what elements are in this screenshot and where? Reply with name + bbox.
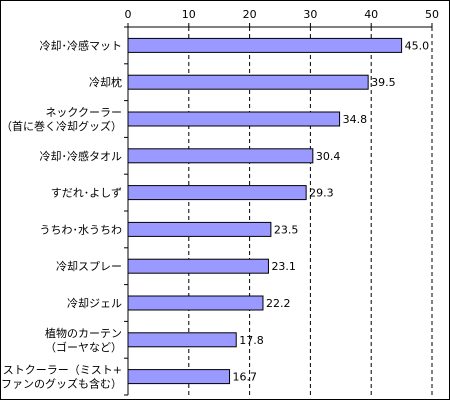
category-label-3: 冷却･冷感タオル xyxy=(40,150,123,163)
value-label-8: 17.8 xyxy=(239,334,264,347)
x-tick-label-50: 50 xyxy=(425,8,439,21)
category-label-7: 冷却ジェル xyxy=(67,297,122,310)
category-label-1: 冷却枕 xyxy=(89,75,122,89)
bar-7 xyxy=(127,295,264,311)
category-label-6: 冷却スプレー xyxy=(56,260,122,273)
category-label-5: うちわ･水うちわ xyxy=(40,223,123,236)
bar-9 xyxy=(127,369,231,385)
x-tick-label-10: 10 xyxy=(182,8,196,21)
category-label-2-line0: ネッククーラー xyxy=(45,106,122,119)
category-label-2-line1: （首に巻く冷却グッズ） xyxy=(1,119,122,133)
x-tick-label-30: 30 xyxy=(303,8,317,21)
bar-0 xyxy=(127,37,403,53)
category-label-8-line0: 植物のカーテン xyxy=(45,326,122,340)
value-label-5: 23.5 xyxy=(274,223,299,236)
bar-1 xyxy=(127,74,369,90)
category-label-8-line1: （ゴーヤなど） xyxy=(45,340,122,354)
value-label-1: 39.5 xyxy=(371,76,396,89)
bar-4 xyxy=(127,185,307,201)
value-label-7: 22.2 xyxy=(266,297,291,310)
bar-6 xyxy=(127,258,269,274)
value-label-2: 34.8 xyxy=(343,113,368,126)
x-tick-label-40: 40 xyxy=(364,8,378,21)
value-label-3: 30.4 xyxy=(316,150,341,163)
category-label-4: すだれ･よしず xyxy=(51,187,122,200)
value-label-0: 45.0 xyxy=(405,39,430,52)
bar-3 xyxy=(127,148,314,164)
value-label-9: 16.7 xyxy=(233,371,258,384)
value-label-4: 29.3 xyxy=(309,187,334,200)
value-label-6: 23.1 xyxy=(271,260,296,273)
x-tick-label-20: 20 xyxy=(243,8,257,21)
bar-2 xyxy=(127,111,341,127)
bar-5 xyxy=(127,221,272,237)
x-tick-label-0: 0 xyxy=(125,8,132,21)
bar-8 xyxy=(127,332,237,348)
category-label-9-line0: ミストクーラー（ミスト+ xyxy=(0,364,122,377)
category-label-9-line1: ファンのグッズも含む） xyxy=(1,377,122,391)
category-label-0: 冷却･冷感マット xyxy=(40,39,123,52)
